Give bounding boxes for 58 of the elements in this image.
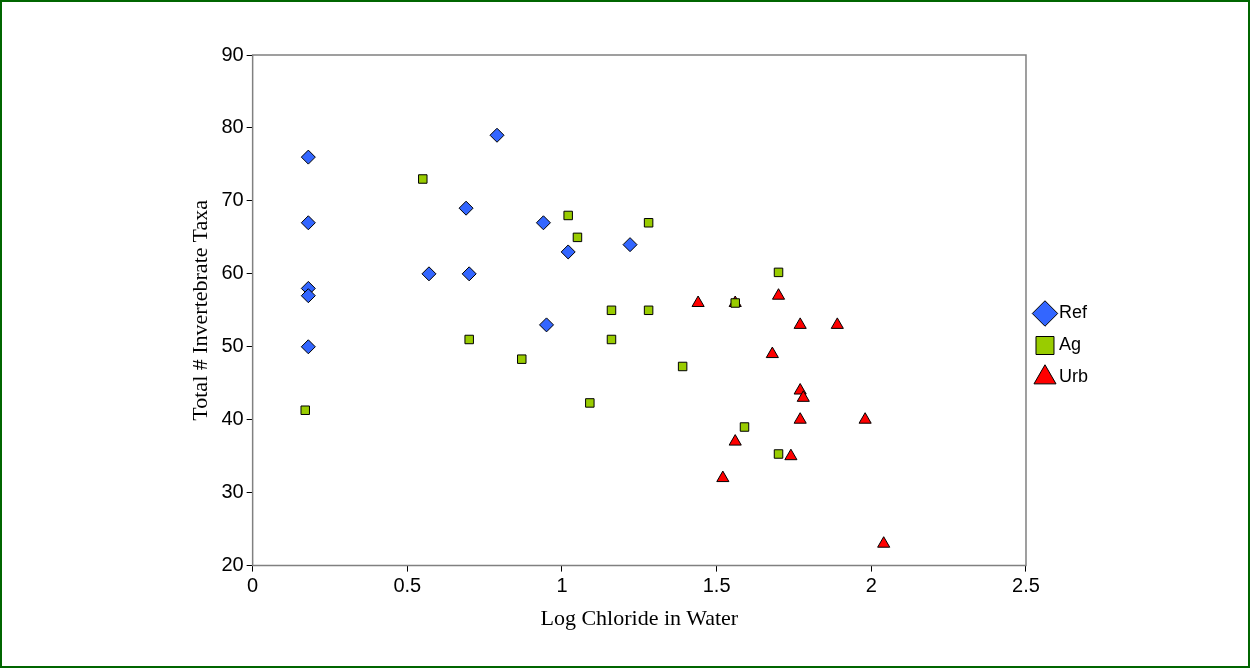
point xyxy=(643,305,654,316)
y-axis-title: Total # Invertebrate Taxa xyxy=(186,199,212,421)
point xyxy=(877,536,891,548)
y-tick-label: 90 xyxy=(221,42,244,65)
point xyxy=(300,288,316,304)
y-tick-label: 30 xyxy=(221,480,244,503)
point xyxy=(421,266,437,282)
point xyxy=(464,334,474,345)
y-tick-label: 20 xyxy=(221,553,244,576)
legend-label: Ag xyxy=(1059,334,1082,355)
point xyxy=(300,405,310,415)
point xyxy=(535,215,551,231)
point xyxy=(728,434,742,446)
x-tick-label: 1 xyxy=(556,574,568,597)
point xyxy=(560,244,576,260)
point xyxy=(572,232,583,243)
point xyxy=(643,218,654,228)
point xyxy=(691,295,705,308)
point xyxy=(793,317,807,329)
point xyxy=(677,361,688,372)
point xyxy=(793,412,807,424)
legend-label: Ref xyxy=(1059,302,1089,323)
point xyxy=(563,210,573,221)
point xyxy=(458,200,474,216)
legend-label: Urb xyxy=(1059,366,1089,387)
point xyxy=(716,470,730,483)
y-tick-label: 60 xyxy=(221,261,244,284)
point xyxy=(461,266,477,282)
point xyxy=(539,317,555,333)
y-tick-label: 80 xyxy=(221,115,244,138)
point xyxy=(773,267,784,278)
point xyxy=(517,354,527,364)
x-tick-label: 1.5 xyxy=(702,574,731,597)
x-tick-label: 2 xyxy=(865,574,877,597)
x-tick-label: 2.5 xyxy=(1012,574,1040,597)
point xyxy=(585,398,595,408)
point xyxy=(771,288,786,300)
point xyxy=(300,215,316,231)
point xyxy=(739,422,750,432)
x-tick-label: 0 xyxy=(247,574,259,597)
y-tick-label: 40 xyxy=(221,407,244,430)
point xyxy=(606,334,617,345)
y-tick-label: 70 xyxy=(221,188,244,211)
point xyxy=(418,174,428,184)
point xyxy=(300,149,316,165)
point xyxy=(300,339,316,355)
point xyxy=(622,237,638,253)
y-tick-label: 50 xyxy=(221,334,244,357)
x-tick-label: 0.5 xyxy=(393,574,422,597)
x-axis-title: Log Chloride in Water xyxy=(540,604,739,630)
point xyxy=(606,305,617,316)
point xyxy=(830,317,844,329)
point xyxy=(773,449,784,459)
point xyxy=(784,448,798,461)
point xyxy=(858,412,872,424)
point xyxy=(489,127,505,143)
point xyxy=(796,390,810,402)
point xyxy=(765,346,779,359)
